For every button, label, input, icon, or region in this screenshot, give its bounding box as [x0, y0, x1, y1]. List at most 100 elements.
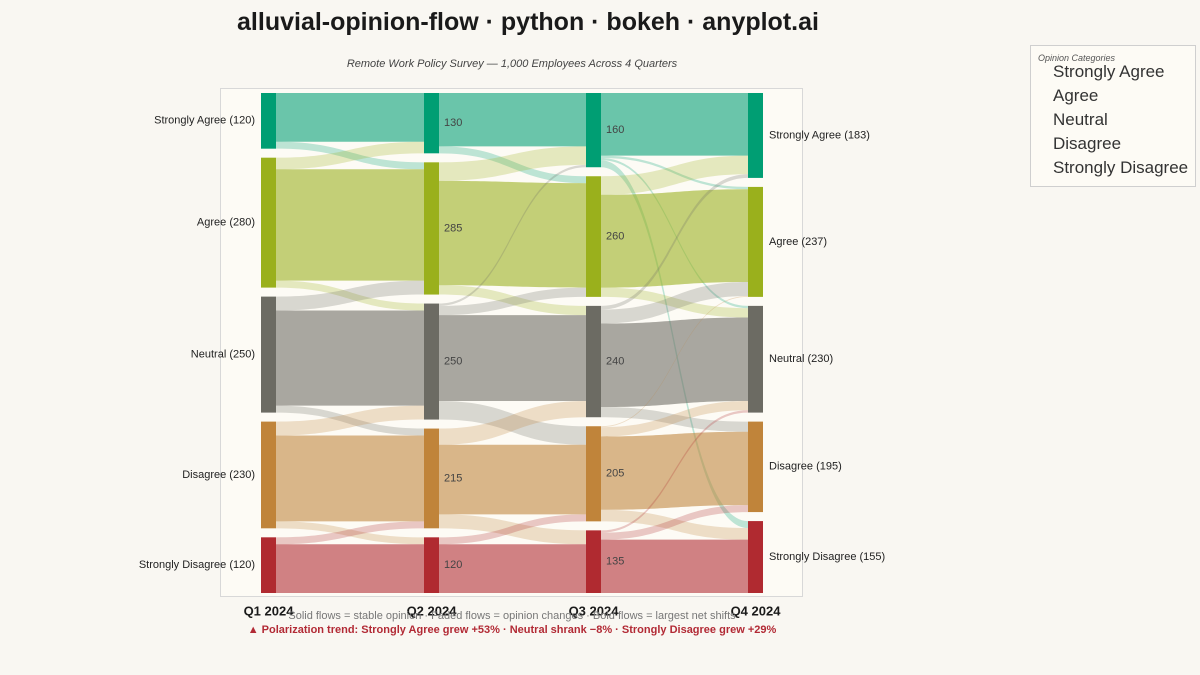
left-label-strongly-agree: Strongly Agree (120) — [154, 115, 255, 127]
node-neutral-q2-2024 — [424, 303, 439, 420]
flow-disagree-to-disagree-t1 — [276, 435, 424, 522]
legend-item-agree: Agree — [1053, 86, 1099, 105]
flow-disagree-to-neutral-t2 — [439, 401, 586, 445]
flow-neutral-to-neutral-t2 — [439, 315, 586, 401]
count-label-disagree-q2-2024: 215 — [444, 472, 462, 484]
node-disagree-q4-2024 — [748, 421, 763, 513]
flow-strongly-disagree-to-disagree-t2 — [439, 514, 586, 545]
flows-layer — [276, 93, 748, 593]
flow-disagree-to-agree-t3 — [601, 295, 748, 428]
node-strongly-disagree-q4-2024 — [748, 521, 763, 593]
flow-disagree-to-disagree-t2 — [439, 444, 586, 515]
flow-agree-to-strongly-agree-t3 — [601, 155, 748, 195]
node-agree-q4-2024 — [748, 186, 763, 297]
right-label-strongly-agree: Strongly Agree (183) — [769, 129, 870, 141]
legend-item-disagree: Disagree — [1053, 134, 1122, 153]
time-label-q4-2024: Q4 2024 — [731, 603, 782, 618]
flow-disagree-to-strongly-disagree-t1 — [276, 521, 424, 545]
count-label-neutral-q3-2024: 240 — [606, 355, 624, 367]
flow-disagree-to-disagree-t3 — [601, 431, 748, 510]
flow-agree-to-neutral-t1 — [276, 280, 424, 311]
flow-strongly-agree-to-agree-t1 — [276, 141, 424, 170]
left-label-disagree: Disagree (230) — [182, 469, 255, 481]
labels-layer: Strongly Agree (120) Agree (280) Neutral (… — [139, 115, 885, 619]
flow-strongly-agree-to-agree-t3 — [601, 155, 748, 190]
flow-agree-to-agree-t3 — [601, 189, 748, 288]
nodes-layer — [261, 93, 763, 593]
node-agree-q3-2024 — [586, 176, 601, 297]
footnote: Solid flows = stable opinion · Faded flo… — [288, 610, 736, 622]
flow-agree-to-neutral-t3 — [601, 287, 748, 318]
flow-neutral-to-agree-t1 — [276, 280, 424, 311]
flow-agree-to-strongly-agree-t1 — [276, 141, 424, 170]
left-label-agree: Agree (280) — [197, 217, 255, 229]
flow-neutral-to-strongly-agree-t2 — [439, 164, 586, 306]
count-label-strongly-disagree-q2-2024: 120 — [444, 559, 462, 571]
chart-title: alluvial-opinion-flow · python · bokeh ·… — [237, 8, 819, 36]
node-disagree-q3-2024 — [586, 426, 601, 522]
legend-item-neutral: Neutral — [1053, 110, 1108, 129]
flow-strongly-disagree-to-disagree-t1 — [276, 521, 424, 545]
flow-strongly-agree-to-strongly-agree-t3 — [601, 93, 748, 156]
node-disagree-q2-2024 — [424, 428, 439, 529]
flow-neutral-to-strongly-agree-t3 — [601, 174, 748, 310]
flow-neutral-to-neutral-t3 — [601, 317, 748, 408]
node-disagree-q1-2024 — [261, 421, 276, 529]
flow-strongly-agree-to-strongly-agree-t2 — [439, 93, 586, 147]
node-strongly-disagree-q1-2024 — [261, 537, 276, 593]
flow-strongly-disagree-to-strongly-disagree-t1 — [276, 544, 424, 593]
count-label-disagree-q3-2024: 205 — [606, 468, 624, 480]
node-strongly-disagree-q2-2024 — [424, 537, 439, 593]
count-label-neutral-q2-2024: 250 — [444, 355, 462, 367]
left-label-neutral: Neutral (250) — [191, 349, 255, 361]
flow-agree-to-agree-t1 — [276, 169, 424, 281]
flow-strongly-agree-to-strongly-agree-t1 — [276, 93, 424, 142]
flow-agree-to-agree-t2 — [439, 180, 586, 288]
count-label-strongly-agree-q2-2024: 130 — [444, 117, 462, 129]
flow-neutral-to-agree-t3 — [601, 282, 748, 324]
flow-disagree-to-neutral-t1 — [276, 405, 424, 436]
flow-disagree-to-strongly-disagree-t3 — [601, 509, 748, 540]
flow-strongly-disagree-to-neutral-t3 — [601, 410, 748, 533]
legend-title: Opinion Categories — [1038, 53, 1116, 63]
node-neutral-q1-2024 — [261, 296, 276, 413]
legend-item-strongly-agree: Strongly Agree — [1053, 62, 1165, 81]
flow-neutral-to-disagree-t3 — [601, 407, 748, 432]
node-strongly-agree-q2-2024 — [424, 93, 439, 154]
time-label-q3-2024: Q3 2024 — [569, 603, 620, 618]
count-label-agree-q2-2024: 285 — [444, 222, 462, 234]
chart-subtitle: Remote Work Policy Survey — 1,000 Employ… — [346, 58, 678, 70]
node-neutral-q3-2024 — [586, 305, 601, 418]
right-label-strongly-disagree: Strongly Disagree (155) — [769, 551, 885, 563]
node-neutral-q4-2024 — [748, 305, 763, 413]
flow-neutral-to-agree-t2 — [439, 287, 586, 316]
flow-neutral-to-disagree-t2 — [439, 401, 586, 445]
right-label-disagree: Disagree (195) — [769, 461, 842, 473]
right-label-neutral: Neutral (230) — [769, 353, 833, 365]
time-label-q2-2024: Q2 2024 — [407, 603, 458, 618]
flow-neutral-to-disagree-t1 — [276, 405, 424, 436]
legend-item-strongly-disagree: Strongly Disagree — [1053, 158, 1189, 177]
flow-disagree-to-strongly-disagree-t2 — [439, 514, 586, 545]
flow-agree-to-strongly-agree-t2 — [439, 146, 586, 181]
insight-text: ▲ Polarization trend: Strongly Agree gre… — [247, 624, 777, 636]
flow-strongly-disagree-to-disagree-t3 — [601, 505, 748, 540]
flow-strongly-agree-to-agree-t2 — [439, 146, 586, 184]
node-strongly-disagree-q3-2024 — [586, 530, 601, 593]
flow-strongly-disagree-to-strongly-disagree-t3 — [601, 539, 748, 593]
node-strongly-agree-q4-2024 — [748, 93, 763, 178]
flow-neutral-to-neutral-t1 — [276, 310, 424, 406]
node-strongly-agree-q3-2024 — [586, 93, 601, 168]
flow-agree-to-neutral-t2 — [439, 285, 586, 316]
count-label-agree-q3-2024: 260 — [606, 230, 624, 242]
node-agree-q2-2024 — [424, 162, 439, 295]
flow-strongly-disagree-to-strongly-disagree-t2 — [439, 544, 586, 593]
count-label-strongly-agree-q3-2024: 160 — [606, 124, 624, 136]
legend: Opinion Categories Strongly Agree Agree … — [1030, 45, 1196, 187]
node-agree-q1-2024 — [261, 157, 276, 288]
node-strongly-agree-q1-2024 — [261, 93, 276, 149]
right-label-agree: Agree (237) — [769, 236, 827, 248]
flow-disagree-to-neutral-t3 — [601, 401, 748, 437]
count-label-strongly-disagree-q3-2024: 135 — [606, 556, 624, 568]
